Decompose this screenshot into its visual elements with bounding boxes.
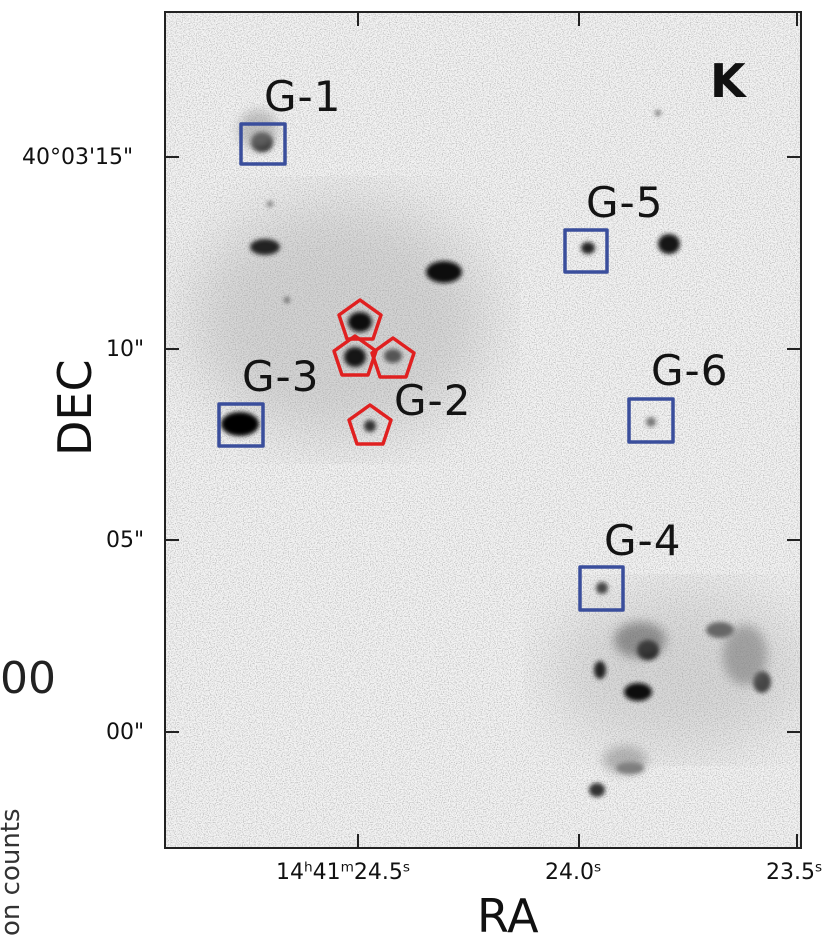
- plot-frame: [164, 11, 802, 849]
- marker-g2-d: [347, 403, 393, 446]
- marker-g2-b: [332, 334, 378, 377]
- marker-g2-c: [370, 336, 416, 379]
- dec-tick-label: 10": [106, 337, 145, 362]
- marker-g4: [578, 565, 625, 612]
- y-axis-title: DEC: [48, 359, 102, 456]
- label-g4: G-4: [604, 516, 682, 565]
- left-fragment-vertical: on counts: [0, 808, 26, 936]
- ra-tick-label: 24.0s: [545, 859, 602, 885]
- marker-g1: [239, 122, 287, 166]
- band-label: K: [710, 54, 746, 108]
- marker-g3: [217, 402, 265, 448]
- left-fragment-number: 00: [0, 653, 56, 704]
- dec-tick-label: 40°03'15": [22, 145, 134, 170]
- dec-tick-label: 05": [106, 528, 145, 553]
- marker-g6: [627, 397, 675, 444]
- marker-g5: [563, 228, 609, 274]
- ra-tick-label: 14h41m24.5s: [276, 859, 411, 885]
- dec-tick-label: 00": [106, 720, 145, 745]
- label-g3: G-3: [242, 352, 320, 401]
- label-g2: G-2: [394, 376, 472, 425]
- x-axis-title: RA: [477, 889, 539, 943]
- label-g1: G-1: [264, 72, 342, 121]
- ra-tick-label: 23.5s: [766, 859, 823, 885]
- label-g5: G-5: [586, 178, 664, 227]
- label-g6: G-6: [651, 346, 729, 395]
